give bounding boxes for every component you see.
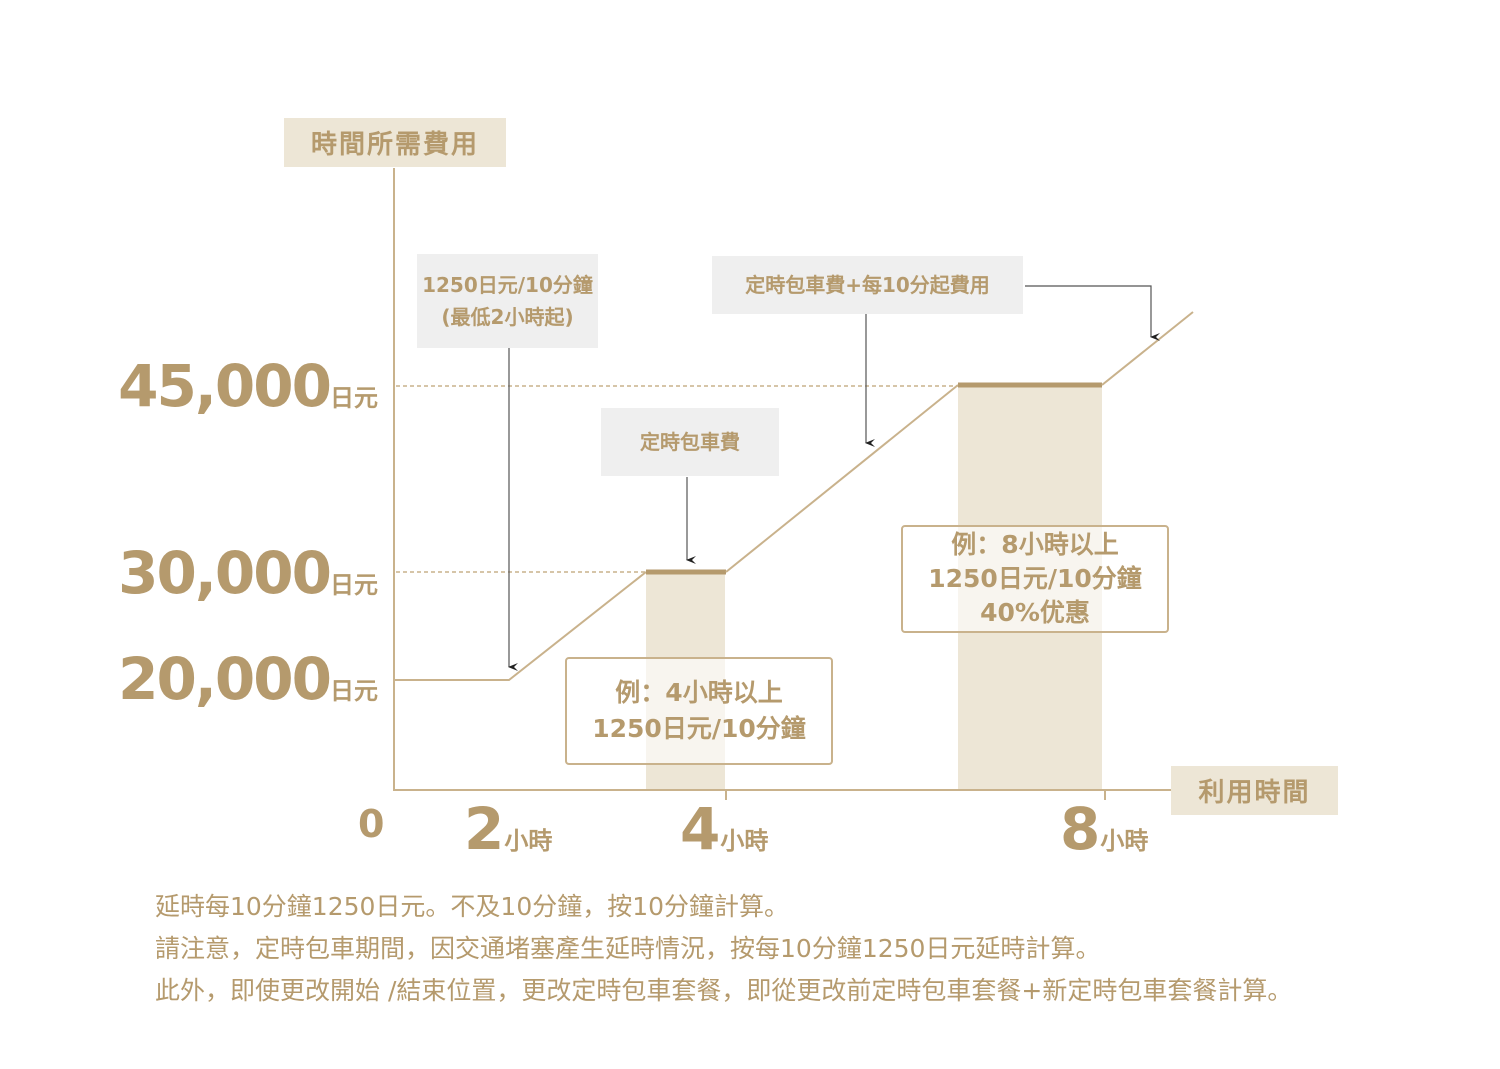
example-4h-line1: 例：4小時以上 xyxy=(615,678,783,707)
y-tick-unit: 日元 xyxy=(330,384,378,412)
y-tick-value: 45,000 xyxy=(118,352,332,420)
x-tick-unit: 小時 xyxy=(1100,827,1149,855)
arrow-overtime xyxy=(1025,285,1160,341)
price-line-overtime xyxy=(1101,311,1194,386)
callout-package-fee: 定時包車費 xyxy=(601,408,779,476)
callout-min-rate-line2: (最低2小時起) xyxy=(441,305,574,329)
example-8h-line1: 例：8小時以上 xyxy=(951,530,1119,559)
y-tick-value: 20,000 xyxy=(118,645,332,713)
example-8h-line3: 40%优惠 xyxy=(980,598,1090,627)
x-tick-unit: 小時 xyxy=(504,827,553,855)
example-4h: 例：4小時以上 1250日元/10分鐘 xyxy=(565,657,833,765)
callout-min-rate-line1: 1250日元/10分鐘 xyxy=(422,273,593,297)
x-axis-title: 利用時間 xyxy=(1171,766,1338,815)
x-tick-4h-label: 4 小時 xyxy=(680,795,768,863)
price-line-extension xyxy=(725,384,959,573)
y-tick-30000: 30,000 日元 xyxy=(118,539,378,607)
price-line xyxy=(394,571,647,681)
x-tick-8h-label: 8 小時 xyxy=(1060,795,1148,863)
x-tick-unit: 小時 xyxy=(720,827,769,855)
note-line: 此外，即使更改開始 /結束位置，更改定時包車套餐，即從更改前定時包車套餐+新定時… xyxy=(155,976,1293,1005)
example-8h-line2: 1250日元/10分鐘 xyxy=(928,564,1142,593)
y-axis-title: 時間所需費用 xyxy=(284,118,506,167)
note-line: 延時每10分鐘1250日元。不及10分鐘，按10分鐘計算。 xyxy=(155,892,790,921)
y-tick-20000: 20,000 日元 xyxy=(118,645,378,713)
y-tick-45000: 45,000 日元 xyxy=(118,352,378,420)
notes: 延時每10分鐘1250日元。不及10分鐘，按10分鐘計算。 請注意，定時包車期間… xyxy=(155,886,1292,1012)
y-tick-unit: 日元 xyxy=(330,571,378,599)
x-tick-2h: 2 小時 xyxy=(464,795,552,863)
example-8h: 例：8小時以上 1250日元/10分鐘 40%优惠 xyxy=(901,525,1169,633)
callout-min-rate: 1250日元/10分鐘 (最低2小時起) xyxy=(417,254,598,348)
x-tick-value: 2 xyxy=(464,795,505,863)
y-tick-value: 30,000 xyxy=(118,539,332,607)
example-4h-line2: 1250日元/10分鐘 xyxy=(592,714,806,743)
x-tick-value: 8 xyxy=(1060,795,1101,863)
origin-label: 0 xyxy=(358,802,385,846)
y-tick-unit: 日元 xyxy=(330,677,378,705)
x-tick-value: 4 xyxy=(680,795,721,863)
callout-package-plus: 定時包車費+每10分起費用 xyxy=(712,256,1023,314)
note-line: 請注意，定時包車期間，因交通堵塞產生延時情況，按每10分鐘1250日元延時計算。 xyxy=(155,934,1101,963)
